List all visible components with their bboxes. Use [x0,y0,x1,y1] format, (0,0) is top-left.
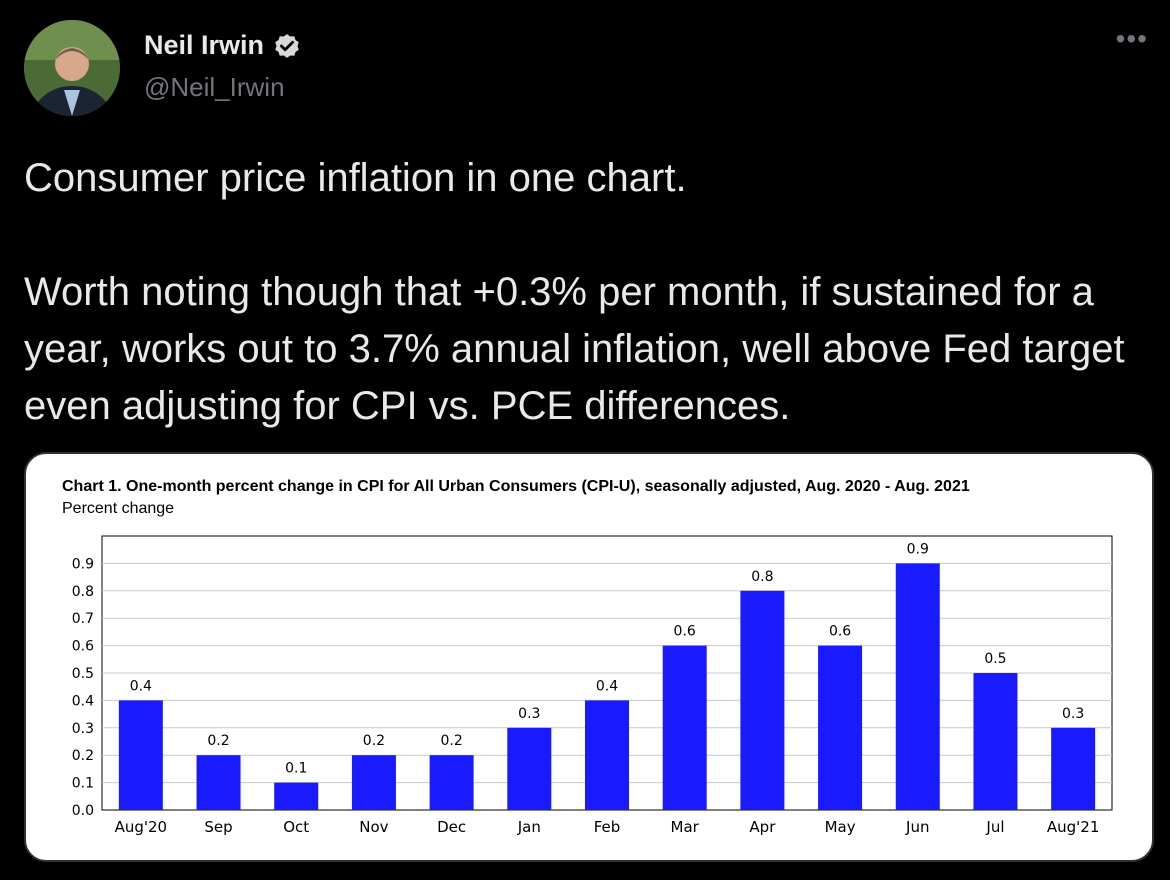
bar [818,645,863,810]
tweet-text: Consumer price inflation in one chart. W… [24,150,1144,435]
y-tick-label: 0.5 [72,666,94,682]
avatar-photo [24,20,120,116]
tweet-line-1: Consumer price inflation in one chart. [24,156,687,200]
y-tick-label: 0.3 [72,721,94,737]
bar [274,782,319,810]
chart-y-axis-label: Percent change [62,500,175,517]
x-tick-label: Feb [594,818,621,836]
data-label: 0.4 [596,678,618,694]
bar [662,645,707,810]
x-tick-label: Jun [905,818,929,836]
bar [507,727,552,810]
chart-title: Chart 1. One-month percent change in CPI… [62,478,970,495]
author-name-text: Neil Irwin [144,30,265,60]
x-tick-label: Nov [359,818,388,836]
more-options-icon[interactable]: ••• [1115,23,1148,54]
y-tick-label: 0.4 [72,693,94,709]
bar [1051,727,1096,810]
data-label: 0.9 [907,541,929,557]
bar [118,700,163,810]
author-name[interactable]: Neil Irwin [144,30,302,61]
y-tick-label: 0.7 [72,611,94,627]
data-label: 0.2 [440,733,462,749]
bar [351,755,396,810]
data-label: 0.8 [751,569,773,585]
author-avatar[interactable] [24,20,120,116]
y-tick-label: 0.2 [72,748,94,764]
data-label: 0.4 [130,678,152,694]
x-tick-label: Mar [671,818,700,836]
x-tick-label: Aug'20 [115,818,168,836]
bar [973,673,1018,810]
x-tick-label: Apr [749,818,776,836]
bar-chart: 0.0 0.1 0.2 0.3 0.4 0.5 0.6 0.7 0.8 0.9 0.4 Aug'20 0… [72,535,1113,836]
y-tick-label: 0.1 [72,776,94,792]
bar [429,755,474,810]
bar [196,755,241,810]
bar [895,563,940,810]
author-handle[interactable]: @Neil_Irwin [144,72,285,102]
x-tick-label: Oct [283,818,309,836]
x-tick-label: Aug'21 [1047,818,1100,836]
y-tick-label: 0.9 [72,556,94,572]
y-tick-label: 0.8 [72,584,94,600]
x-tick-label: Jan [517,818,541,836]
data-label: 0.6 [829,624,851,640]
x-tick-label: Jul [985,818,1004,836]
x-tick-label: Sep [204,818,232,836]
data-label: 0.1 [285,761,307,777]
data-label: 0.6 [674,624,696,640]
verified-badge-icon [275,33,299,58]
data-label: 0.5 [984,651,1006,667]
x-tick-label: May [825,818,856,836]
tweet-line-2: Worth noting though that +0.3% per month… [24,270,1125,428]
y-tick-label: 0.0 [72,803,94,819]
data-label: 0.3 [1062,706,1084,722]
data-label: 0.2 [207,733,229,749]
bar [740,590,785,810]
x-tick-label: Dec [437,818,466,836]
data-label: 0.3 [518,706,540,722]
bar [585,700,629,810]
y-tick-label: 0.6 [72,639,94,655]
data-label: 0.2 [363,733,385,749]
chart-image-card[interactable]: Chart 1. One-month percent change in CPI… [24,452,1154,862]
